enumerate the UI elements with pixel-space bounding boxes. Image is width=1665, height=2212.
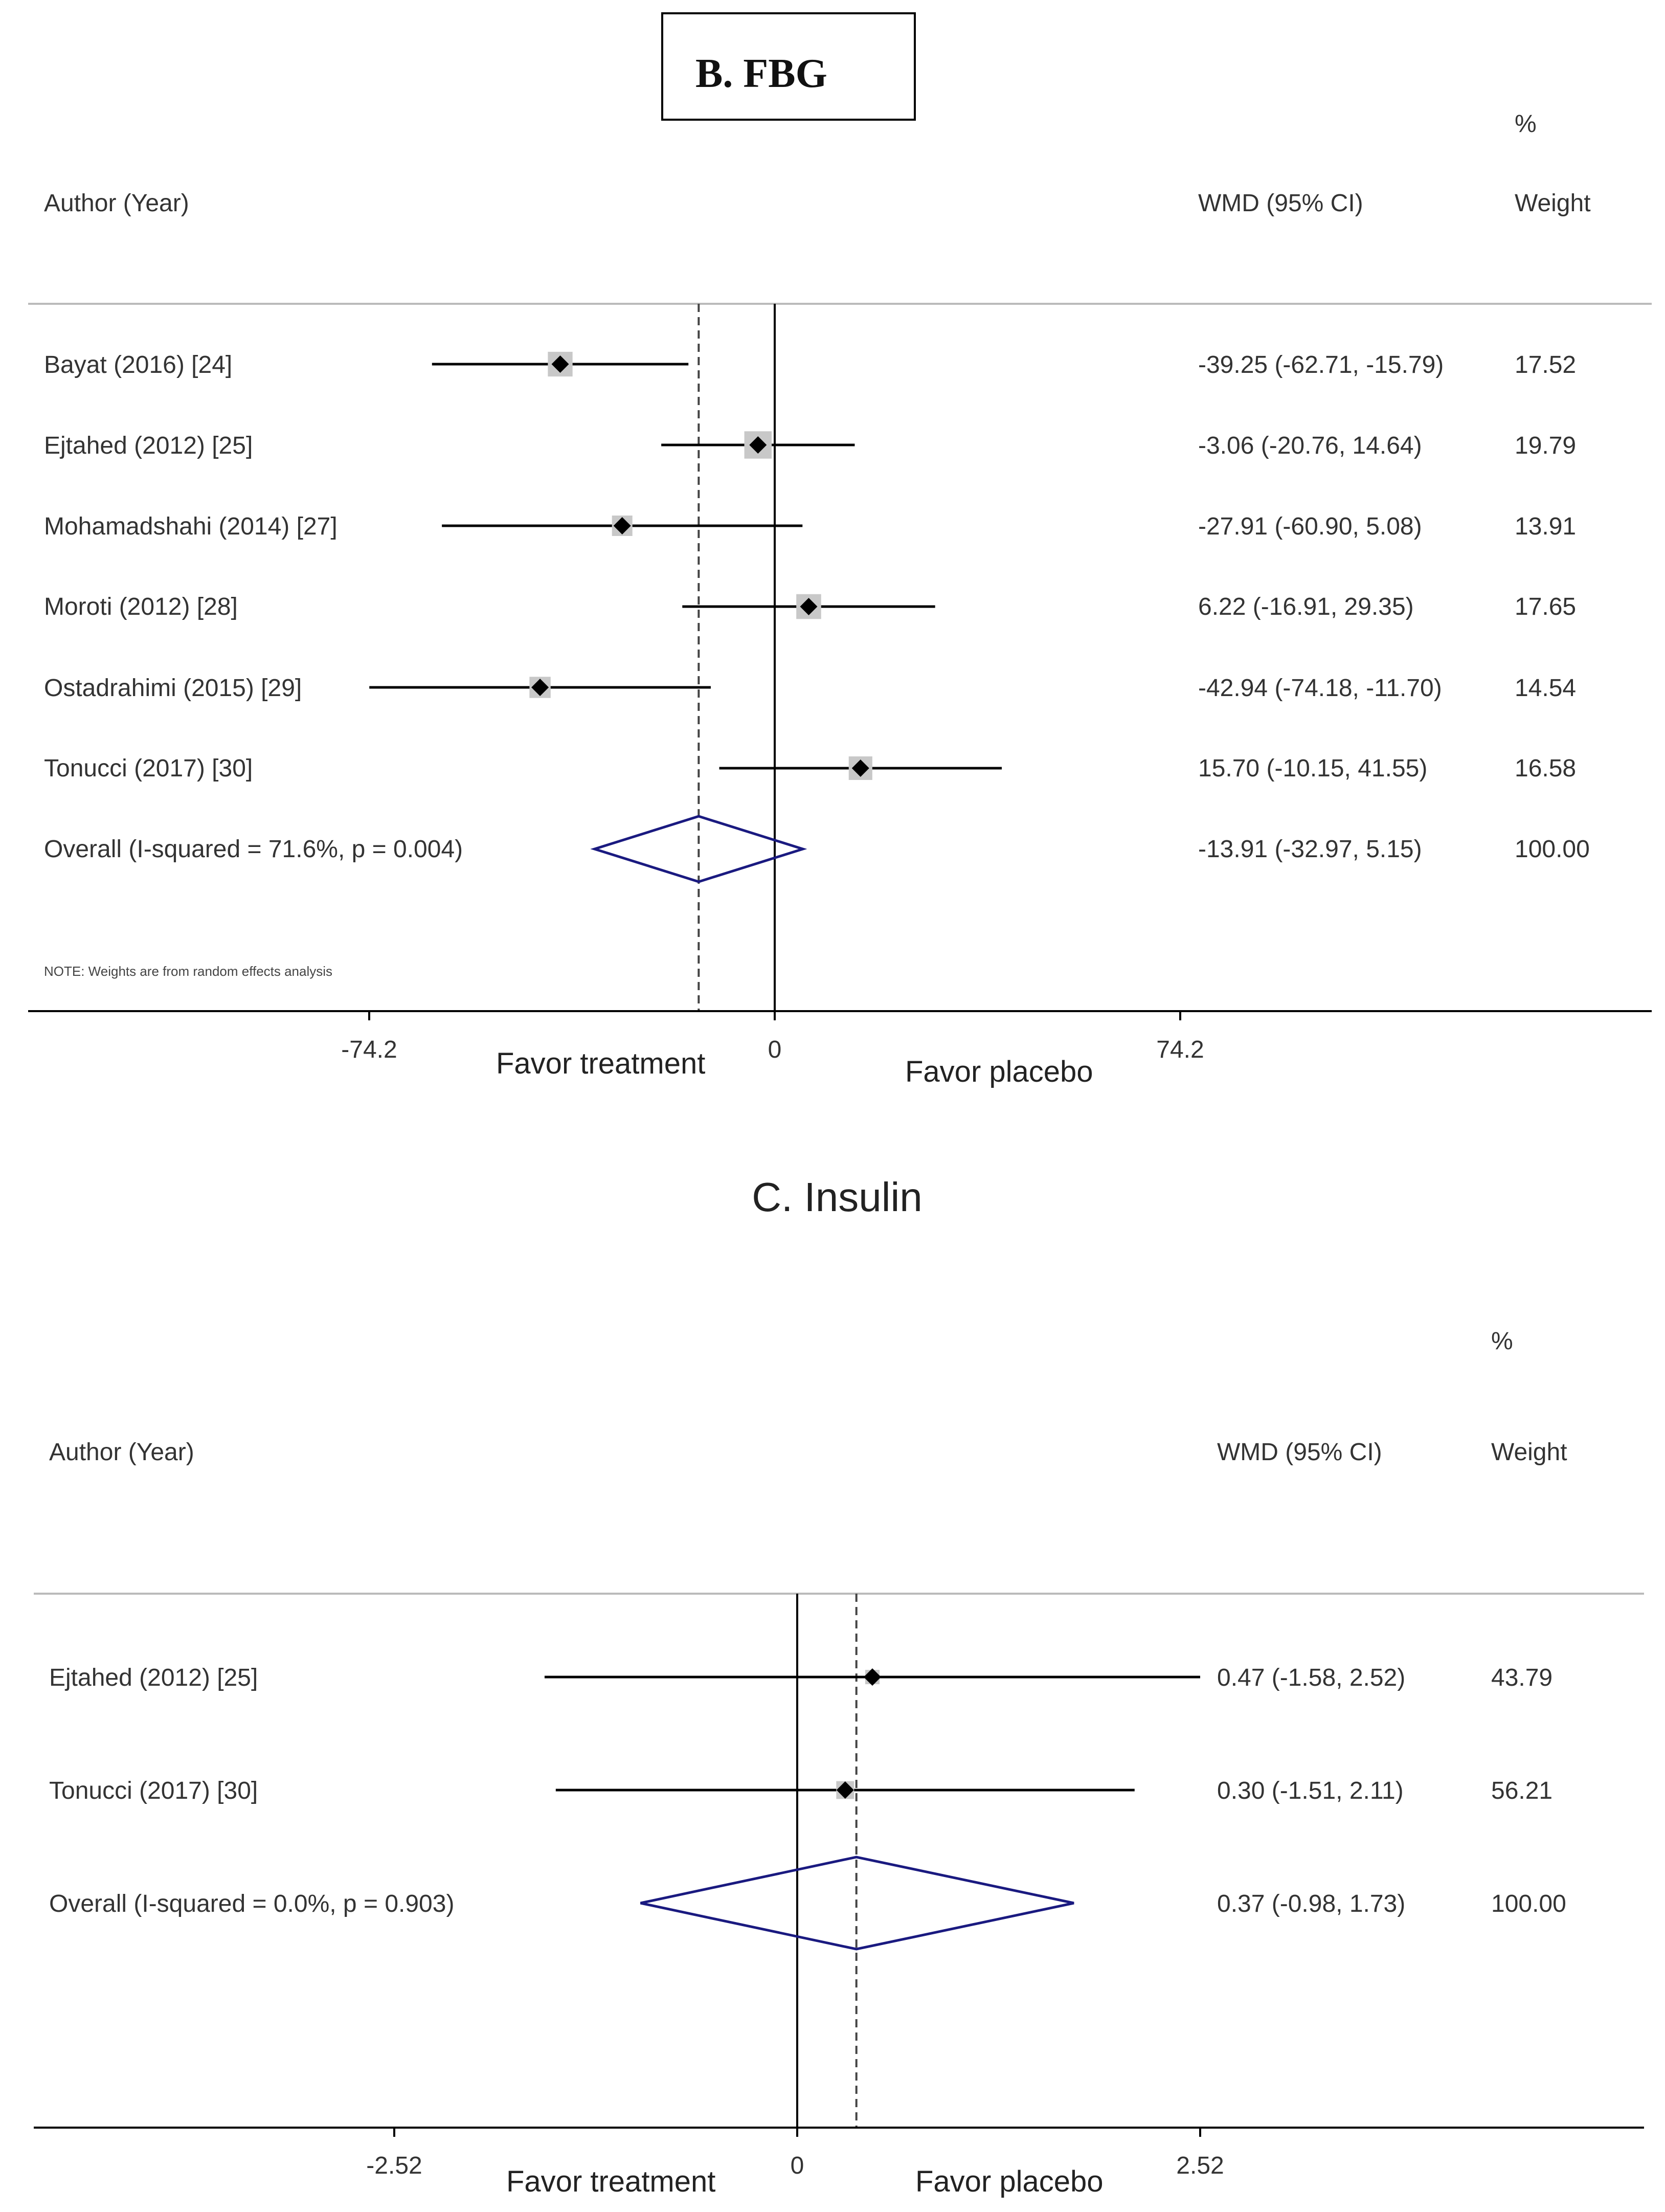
insulin-weight-header: Weight [1491,1439,1567,1466]
insulin-plot-area [544,1594,1200,2128]
insulin-favor-right: Favor placebo [915,2165,1104,2198]
fbg-title: B. FBG [695,51,827,96]
fbg-study-weight: 16.58 [1515,755,1576,782]
insulin-overall-label: Overall (I-squared = 0.0%, p = 0.903) [49,1890,454,1917]
insulin-overall-ci: 0.37 (-0.98, 1.73) [1217,1890,1405,1917]
fbg-study-label: Tonucci (2017) [30] [44,755,253,782]
fbg-tick-group: -74.2 0 74.2 [341,1011,1204,1063]
fbg-study-weight: 14.54 [1515,675,1576,702]
fbg-note: NOTE: Weights are from random effects an… [44,964,332,979]
fbg-study-ci: 6.22 (-16.91, 29.35) [1198,593,1414,620]
insulin-study-label: Ejtahed (2012) [25] [49,1664,258,1691]
fbg-point-estimate [851,759,869,777]
panel-insulin: C. Insulin % Author (Year) WMD (95% CI) … [34,1174,1644,2198]
fbg-favor-right: Favor placebo [905,1055,1093,1088]
insulin-tick-label: 0 [791,2152,804,2179]
fbg-point-estimate [551,355,569,373]
fbg-point-estimate [800,598,818,615]
fbg-overall-ci: -13.91 (-32.97, 5.15) [1198,836,1422,863]
fbg-study-weight: 13.91 [1515,513,1576,540]
insulin-tick-label: -2.52 [366,2152,422,2179]
fbg-study-label: Mohamadshahi (2014) [27] [44,513,338,540]
fbg-tick-label: 74.2 [1156,1036,1204,1063]
fbg-weight-header: Weight [1515,190,1591,217]
fbg-favor-left: Favor treatment [496,1047,705,1080]
insulin-overall-diamond [640,1856,1074,1951]
fbg-effect-header: WMD (95% CI) [1198,190,1363,217]
fbg-study-ci: -3.06 (-20.76, 14.64) [1198,432,1422,459]
fbg-study-label: Bayat (2016) [24] [44,351,232,378]
insulin-author-header: Author (Year) [49,1439,194,1466]
insulin-point-estimate [863,1668,881,1686]
insulin-tick-label: 2.52 [1176,2152,1224,2179]
fbg-study-label: Ostadrahimi (2015) [29] [44,675,302,702]
insulin-weight-percent-header: % [1491,1328,1513,1355]
fbg-study-label: Ejtahed (2012) [25] [44,432,253,459]
insulin-title: C. Insulin [752,1174,922,1220]
fbg-overall-label: Overall (I-squared = 71.6%, p = 0.004) [44,836,463,863]
fbg-tick-label: -74.2 [341,1036,397,1063]
insulin-study-weight: 43.79 [1491,1664,1552,1691]
fbg-weight-percent-header: % [1515,110,1537,138]
fbg-tick-label: 0 [768,1036,782,1063]
fbg-point-estimate [613,517,631,534]
insulin-study-weight: 56.21 [1491,1777,1552,1804]
fbg-study-weight: 17.65 [1515,593,1576,620]
insulin-study-ci: 0.47 (-1.58, 2.52) [1217,1664,1405,1691]
fbg-study-weight: 17.52 [1515,351,1576,378]
fbg-study-ci: -27.91 (-60.90, 5.08) [1198,513,1422,540]
fbg-overall-diamond [590,815,807,883]
insulin-overall-weight: 100.00 [1491,1890,1566,1917]
panel-fbg: B. FBG % Author (Year) WMD (95% CI) Weig… [28,12,1652,1088]
insulin-study-label: Tonucci (2017) [30] [49,1777,258,1804]
fbg-author-header: Author (Year) [44,190,189,217]
insulin-tick-group: -2.52 0 2.52 [366,2128,1224,2179]
fbg-study-ci: -42.94 (-74.18, -11.70) [1198,675,1442,702]
insulin-study-ci: 0.30 (-1.51, 2.11) [1217,1777,1404,1804]
fbg-study-ci: 15.70 (-10.15, 41.55) [1198,755,1427,782]
fbg-title-box [661,12,916,121]
fbg-study-ci: -39.25 (-62.71, -15.79) [1198,351,1444,378]
insulin-favor-left: Favor treatment [506,2165,715,2198]
fbg-plot-area [369,304,1002,1011]
fbg-study-label: Moroti (2012) [28] [44,593,238,620]
insulin-effect-header: WMD (95% CI) [1217,1439,1382,1466]
insulin-point-estimate [836,1781,854,1799]
fbg-overall-weight: 100.00 [1515,836,1590,863]
fbg-study-weight: 19.79 [1515,432,1576,459]
fbg-point-estimate [749,436,767,454]
fbg-point-estimate [531,679,549,696]
